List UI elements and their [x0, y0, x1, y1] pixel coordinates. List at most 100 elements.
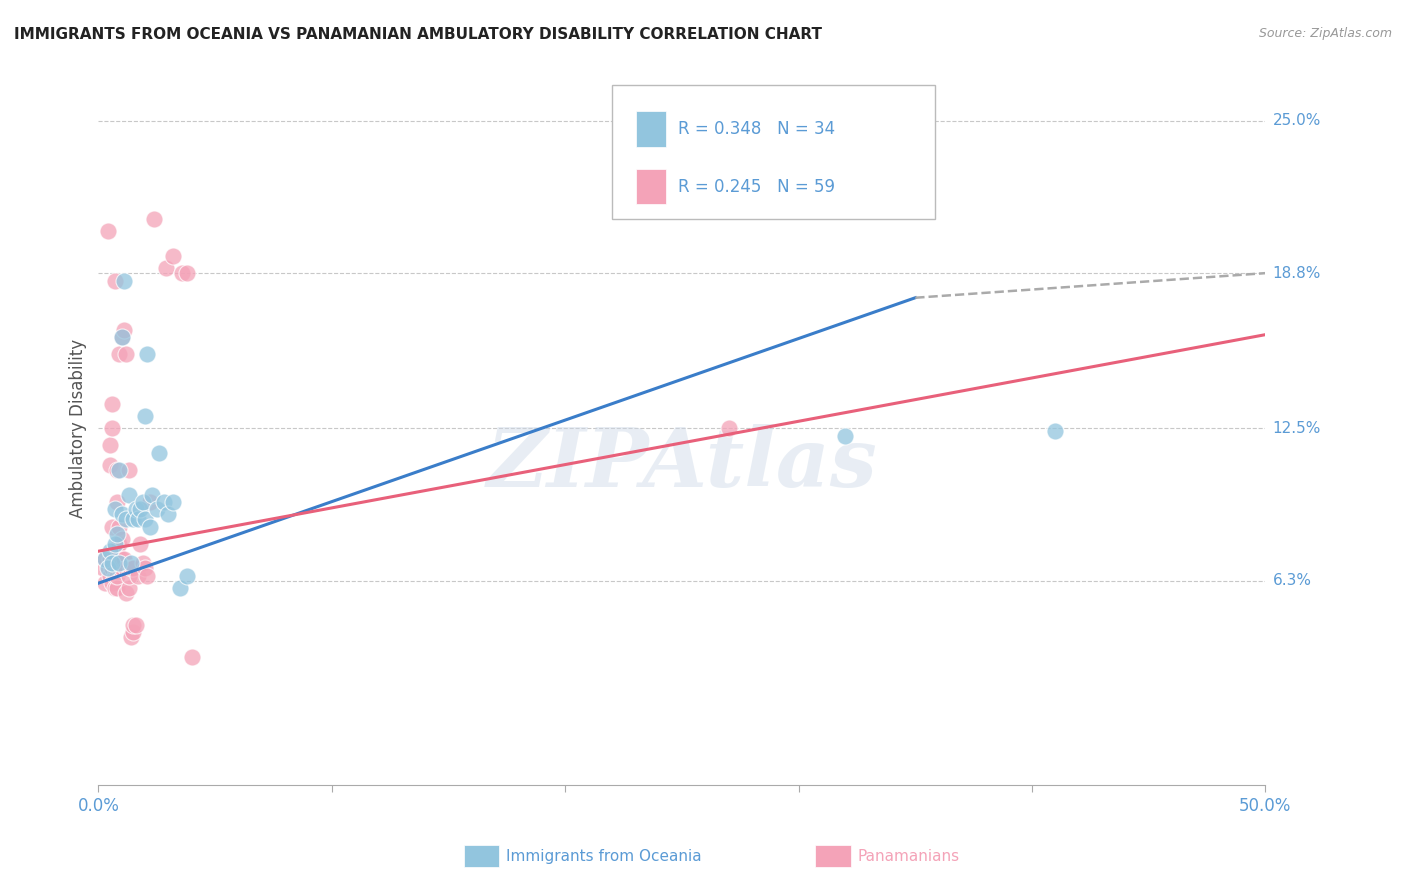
Point — [108, 347, 131, 361]
Text: R = 0.245   N = 59: R = 0.245 N = 59 — [678, 178, 835, 195]
Text: ZIPAtlas: ZIPAtlas — [486, 424, 877, 504]
Point — [101, 519, 124, 533]
Point — [105, 569, 128, 583]
Point — [104, 581, 127, 595]
Point — [108, 537, 131, 551]
Point — [104, 537, 127, 551]
Point — [120, 630, 142, 644]
Point — [180, 650, 202, 665]
Point — [134, 512, 156, 526]
Point — [146, 502, 169, 516]
Point — [162, 495, 184, 509]
Point — [115, 586, 138, 600]
Point — [148, 446, 170, 460]
Text: IMMIGRANTS FROM OCEANIA VS PANAMANIAN AMBULATORY DISABILITY CORRELATION CHART: IMMIGRANTS FROM OCEANIA VS PANAMANIAN AM… — [14, 27, 823, 42]
Point — [105, 557, 128, 571]
Text: Panamanians: Panamanians — [858, 849, 960, 863]
Point — [108, 519, 131, 533]
Point — [152, 495, 174, 509]
Point — [118, 463, 141, 477]
Point — [101, 576, 124, 591]
Point — [136, 347, 159, 361]
Point — [111, 561, 134, 575]
Point — [104, 561, 127, 575]
Point — [98, 569, 121, 583]
Point — [108, 561, 131, 575]
Point — [94, 551, 117, 566]
Point — [717, 421, 740, 435]
Point — [122, 625, 145, 640]
Text: Source: ZipAtlas.com: Source: ZipAtlas.com — [1258, 27, 1392, 40]
Text: 25.0%: 25.0% — [1272, 113, 1320, 128]
Point — [98, 458, 121, 472]
Point — [139, 519, 162, 533]
Point — [97, 561, 120, 575]
Point — [104, 273, 127, 287]
Point — [120, 561, 142, 575]
Point — [112, 273, 135, 287]
Text: 6.3%: 6.3% — [1272, 574, 1312, 588]
Point — [122, 512, 145, 526]
Point — [122, 618, 145, 632]
Point — [112, 323, 135, 337]
Point — [105, 544, 128, 558]
Text: 18.8%: 18.8% — [1272, 266, 1320, 281]
Point — [94, 551, 117, 566]
Point — [101, 421, 124, 435]
Point — [118, 487, 141, 501]
Point — [111, 330, 134, 344]
Point — [120, 557, 142, 571]
Text: Immigrants from Oceania: Immigrants from Oceania — [506, 849, 702, 863]
Point — [1045, 424, 1067, 438]
Point — [105, 463, 128, 477]
Y-axis label: Ambulatory Disability: Ambulatory Disability — [69, 339, 87, 517]
Point — [141, 487, 163, 501]
Point — [125, 618, 148, 632]
Point — [97, 224, 120, 238]
Point — [127, 569, 149, 583]
Point — [157, 508, 180, 522]
Point — [104, 569, 127, 583]
Point — [122, 561, 145, 575]
Point — [118, 581, 141, 595]
Point — [111, 508, 134, 522]
Point — [105, 495, 128, 509]
Point — [115, 561, 138, 575]
Point — [104, 502, 127, 516]
Point — [94, 576, 117, 591]
Point — [111, 330, 134, 344]
Point — [143, 212, 166, 227]
Point — [98, 551, 121, 566]
Point — [139, 495, 162, 509]
Point — [115, 347, 138, 361]
Point — [101, 396, 124, 410]
Point — [129, 502, 152, 516]
Point — [91, 561, 114, 575]
Point — [134, 561, 156, 575]
Point — [101, 561, 124, 575]
Point — [118, 569, 141, 583]
Point — [132, 557, 155, 571]
Point — [105, 527, 128, 541]
Point — [176, 266, 198, 280]
Point — [134, 409, 156, 423]
Text: 12.5%: 12.5% — [1272, 421, 1320, 435]
Text: R = 0.348   N = 34: R = 0.348 N = 34 — [678, 120, 835, 138]
Point — [176, 569, 198, 583]
Point — [101, 557, 124, 571]
Point — [162, 249, 184, 263]
Point — [111, 532, 134, 546]
Point — [155, 261, 177, 276]
Point — [132, 495, 155, 509]
Point — [169, 581, 191, 595]
Point — [834, 428, 856, 442]
Point — [105, 581, 128, 595]
Point — [111, 551, 134, 566]
Point — [125, 502, 148, 516]
Point — [98, 438, 121, 452]
Point — [104, 544, 127, 558]
Point — [112, 551, 135, 566]
Point — [129, 537, 152, 551]
Point — [98, 544, 121, 558]
Point — [136, 569, 159, 583]
